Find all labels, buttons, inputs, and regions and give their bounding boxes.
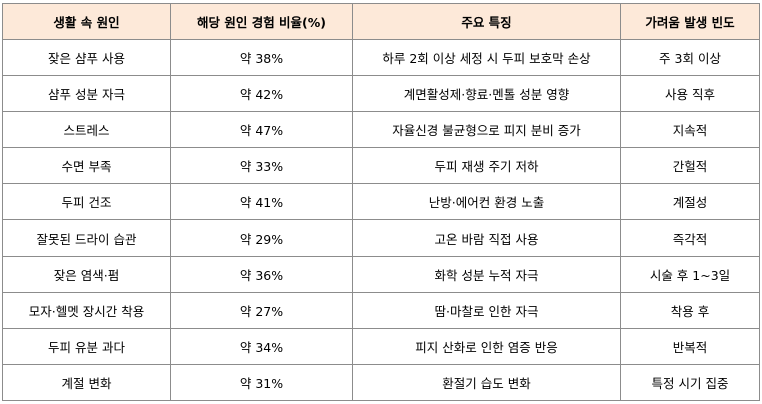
cell-ratio: 약 38% [170,38,353,77]
cell-frequency: 간헐적 [620,147,760,185]
cell-feature: 두피 재생 주기 저하 [352,147,621,185]
cell-feature: 자율신경 불균형으로 피지 분비 증가 [352,111,621,149]
cell-feature: 환절기 습도 변화 [352,363,621,402]
table-row: 모자·헬멧 장시간 착용 약 27% 땀·마찰로 인한 자극 착용 후 [2,291,760,329]
table-row: 두피 건조 약 41% 난방·에어컨 환경 노출 계절성 [2,183,760,221]
cell-feature: 피지 산화로 인한 염증 반응 [352,327,621,365]
cell-feature: 하루 2회 이상 세정 시 두피 보호막 손상 [352,38,621,77]
cell-cause: 모자·헬멧 장시간 착용 [2,291,171,329]
table-row: 계절 변화 약 31% 환절기 습도 변화 특정 시기 집중 [2,363,760,402]
cell-feature: 난방·에어컨 환경 노출 [352,183,621,221]
cell-frequency: 즉각적 [620,219,760,257]
cell-frequency: 계절성 [620,183,760,221]
cell-feature: 고온 바람 직접 사용 [352,219,621,257]
table-row: 샴푸 성분 자극 약 42% 계면활성제·향료·멘톨 성분 영향 사용 직후 [2,75,760,113]
cell-feature: 계면활성제·향료·멘톨 성분 영향 [352,75,621,113]
table-row: 잦은 염색·펌 약 36% 화학 성분 누적 자극 시술 후 1~3일 [2,255,760,293]
table-row: 스트레스 약 47% 자율신경 불균형으로 피지 분비 증가 지속적 [2,111,760,149]
cell-frequency: 지속적 [620,111,760,149]
table-row: 두피 유분 과다 약 34% 피지 산화로 인한 염증 반응 반복적 [2,327,760,365]
cell-ratio: 약 42% [170,75,353,113]
cell-cause: 계절 변화 [2,363,171,402]
cell-ratio: 약 41% [170,183,353,221]
cell-frequency: 주 3회 이상 [620,38,760,77]
cell-feature: 땀·마찰로 인한 자극 [352,291,621,329]
cell-frequency: 시술 후 1~3일 [620,255,760,293]
cell-ratio: 약 36% [170,255,353,293]
cell-ratio: 약 29% [170,219,353,257]
cell-frequency: 사용 직후 [620,75,760,113]
cell-ratio: 약 34% [170,327,353,365]
header-ratio: 해당 원인 경험 비율(%) [170,3,353,40]
header-row: 생활 속 원인 해당 원인 경험 비율(%) 주요 특징 가려움 발생 빈도 [2,3,760,40]
cell-ratio: 약 31% [170,363,353,402]
cell-cause: 두피 건조 [2,183,171,221]
cell-ratio: 약 47% [170,111,353,149]
table-row: 수면 부족 약 33% 두피 재생 주기 저하 간헐적 [2,147,760,185]
cell-feature: 화학 성분 누적 자극 [352,255,621,293]
cell-frequency: 특정 시기 집중 [620,363,760,402]
cell-frequency: 반복적 [620,327,760,365]
cell-ratio: 약 27% [170,291,353,329]
cell-cause: 두피 유분 과다 [2,327,171,365]
cell-cause: 잘못된 드라이 습관 [2,219,171,257]
table-row: 잦은 샴푸 사용 약 38% 하루 2회 이상 세정 시 두피 보호막 손상 주… [2,38,760,77]
table-row: 잘못된 드라이 습관 약 29% 고온 바람 직접 사용 즉각적 [2,219,760,257]
cell-frequency: 착용 후 [620,291,760,329]
header-frequency: 가려움 발생 빈도 [620,3,760,40]
cell-cause: 샴푸 성분 자극 [2,75,171,113]
causes-table: 생활 속 원인 해당 원인 경험 비율(%) 주요 특징 가려움 발생 빈도 잦… [2,3,760,402]
cell-ratio: 약 33% [170,147,353,185]
header-cause: 생활 속 원인 [2,3,171,40]
cell-cause: 잦은 샴푸 사용 [2,38,171,77]
header-feature: 주요 특징 [352,3,621,40]
cell-cause: 스트레스 [2,111,171,149]
cell-cause: 수면 부족 [2,147,171,185]
cell-cause: 잦은 염색·펌 [2,255,171,293]
